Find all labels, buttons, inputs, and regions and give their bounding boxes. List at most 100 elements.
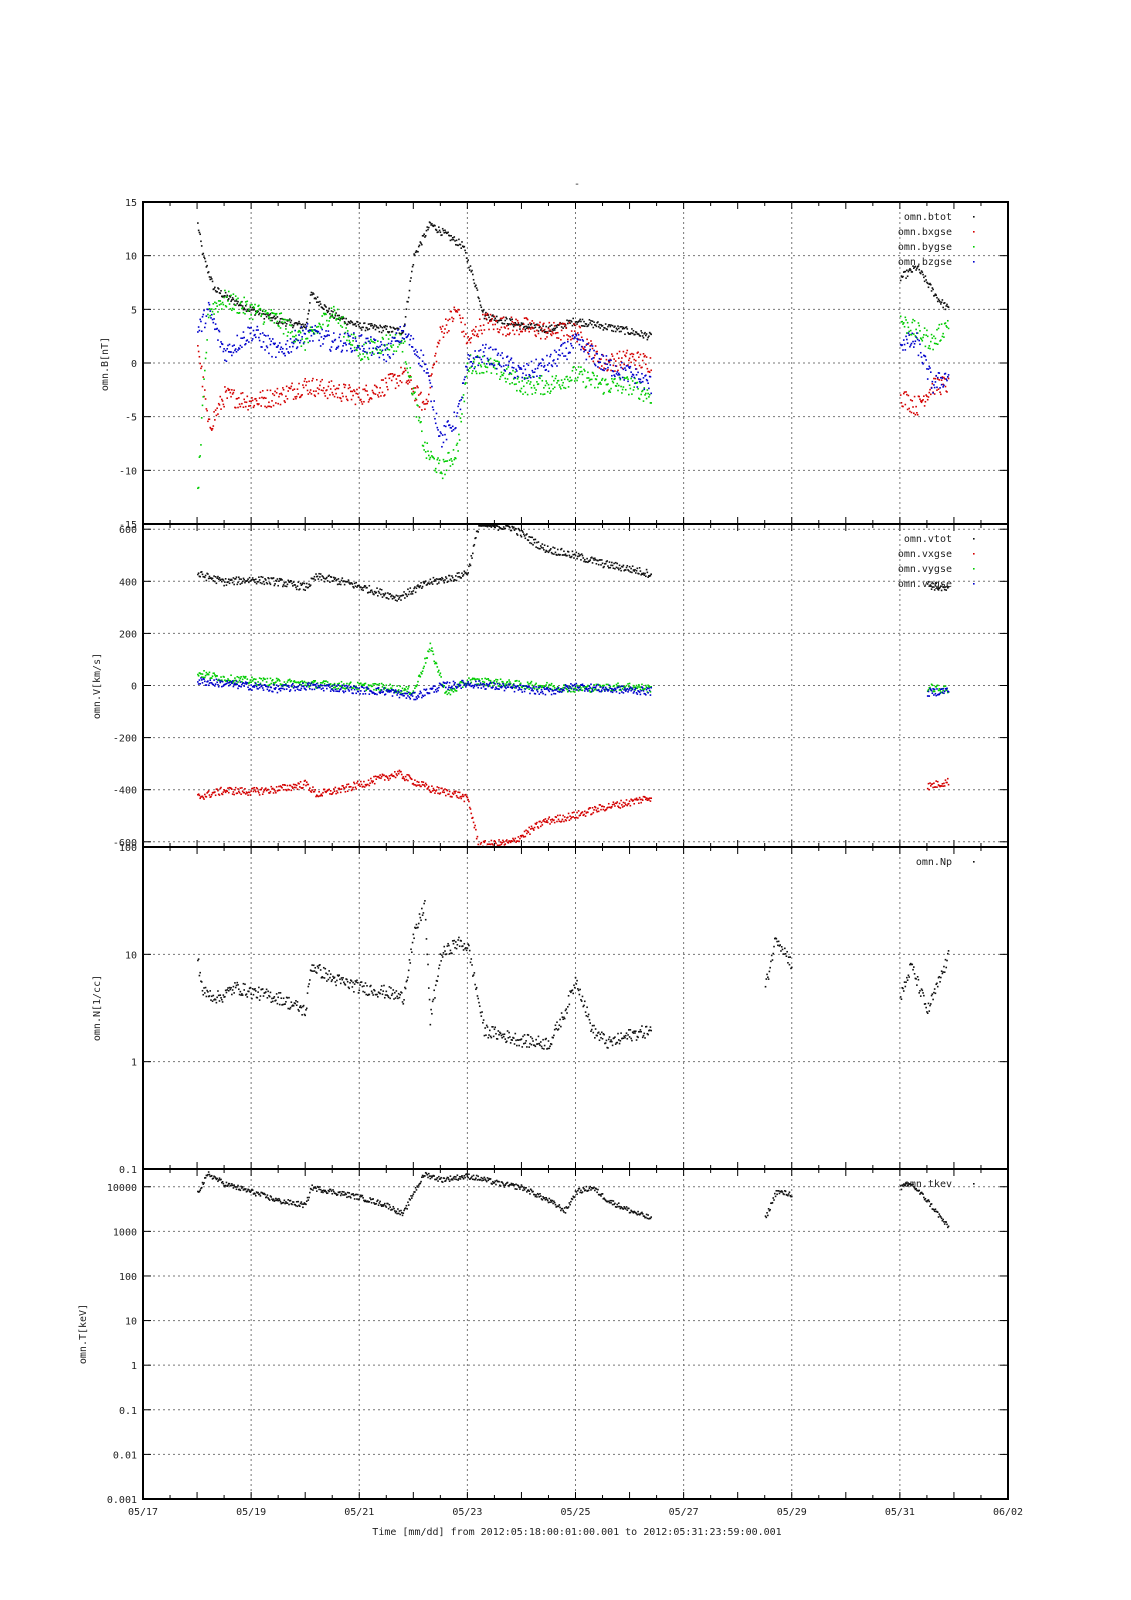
- data-point: [474, 366, 476, 368]
- data-point: [596, 350, 598, 353]
- data-point: [262, 689, 265, 691]
- data-point: [649, 574, 652, 577]
- data-point: [360, 780, 362, 783]
- data-point: [458, 572, 460, 574]
- data-point: [227, 679, 230, 682]
- data-point: [308, 789, 310, 791]
- data-point: [232, 685, 235, 688]
- data-point: [499, 844, 501, 847]
- data-point: [623, 327, 625, 330]
- data-point: [312, 332, 315, 335]
- data-point: [525, 325, 527, 328]
- data-point: [388, 775, 391, 777]
- data-point: [478, 678, 480, 681]
- data-point: [588, 350, 591, 352]
- data-point: [632, 684, 635, 687]
- data-point: [425, 457, 428, 459]
- data-point: [339, 583, 342, 586]
- data-point: [300, 345, 303, 348]
- data-point: [287, 390, 290, 392]
- data-point: [933, 386, 936, 389]
- data-point: [929, 584, 932, 587]
- data-point: [597, 321, 599, 323]
- data-point: [231, 682, 233, 685]
- data-point: [310, 334, 313, 337]
- data-point: [285, 395, 287, 398]
- data-point: [923, 276, 925, 279]
- data-point: [346, 682, 348, 685]
- data-point: [253, 308, 256, 311]
- data-point: [394, 337, 396, 339]
- data-point: [543, 329, 545, 332]
- data-point: [305, 321, 308, 324]
- data-point: [605, 808, 608, 811]
- data-point: [230, 351, 232, 353]
- data-point: [352, 394, 354, 397]
- data-point: [903, 325, 906, 328]
- data-point: [202, 376, 205, 378]
- data-point: [584, 815, 587, 817]
- data-point: [485, 311, 487, 314]
- data-point: [567, 322, 569, 325]
- data-point: [937, 327, 940, 330]
- data-point: [213, 672, 215, 675]
- data-point: [275, 356, 277, 359]
- data-point: [590, 358, 593, 360]
- data-point: [920, 356, 923, 358]
- data-point: [648, 335, 650, 338]
- data-point: [513, 840, 516, 842]
- data-point: [458, 314, 461, 317]
- data-point: [354, 337, 357, 340]
- data-point: [493, 839, 496, 842]
- data-point: [406, 692, 408, 695]
- data-point: [248, 681, 251, 684]
- data-point: [398, 696, 401, 699]
- data-point: [260, 315, 262, 318]
- data-point: [486, 357, 489, 360]
- data-point: [946, 303, 948, 306]
- data-point: [932, 786, 934, 789]
- data-point: [414, 586, 416, 588]
- data-point: [466, 573, 469, 576]
- data-point: [442, 336, 445, 338]
- data-point: [574, 333, 577, 335]
- data-point: [305, 325, 308, 327]
- data-point: [197, 674, 200, 677]
- data-point: [470, 555, 473, 557]
- data-point: [416, 585, 419, 587]
- data-point: [410, 270, 413, 273]
- data-point: [264, 788, 266, 790]
- data-point: [567, 335, 570, 337]
- data-point: [573, 691, 576, 693]
- data-point: [915, 269, 917, 271]
- data-point: [478, 372, 481, 375]
- data-point: [634, 364, 636, 366]
- data-point: [223, 789, 225, 791]
- data-point: [567, 338, 569, 341]
- data-point: [483, 362, 486, 365]
- data-point: [213, 288, 215, 290]
- data-point: [411, 695, 414, 697]
- data-point: [309, 389, 312, 391]
- data-point: [436, 687, 439, 690]
- data-point: [648, 686, 651, 689]
- data-point: [299, 683, 301, 686]
- data-point: [566, 554, 568, 557]
- data-point: [279, 348, 282, 351]
- data-point: [506, 680, 509, 683]
- data-point: [422, 400, 425, 403]
- data-point: [377, 394, 379, 396]
- data-point: [553, 819, 555, 821]
- data-point: [444, 318, 447, 320]
- data-point: [200, 330, 203, 333]
- data-point: [214, 576, 217, 578]
- data-point: [248, 310, 251, 312]
- data-point: [427, 393, 430, 396]
- data-point: [259, 682, 262, 685]
- data-point: [338, 583, 340, 585]
- data-point: [571, 811, 574, 814]
- data-point: [368, 693, 371, 695]
- data-point: [502, 526, 505, 528]
- data-point: [325, 791, 327, 794]
